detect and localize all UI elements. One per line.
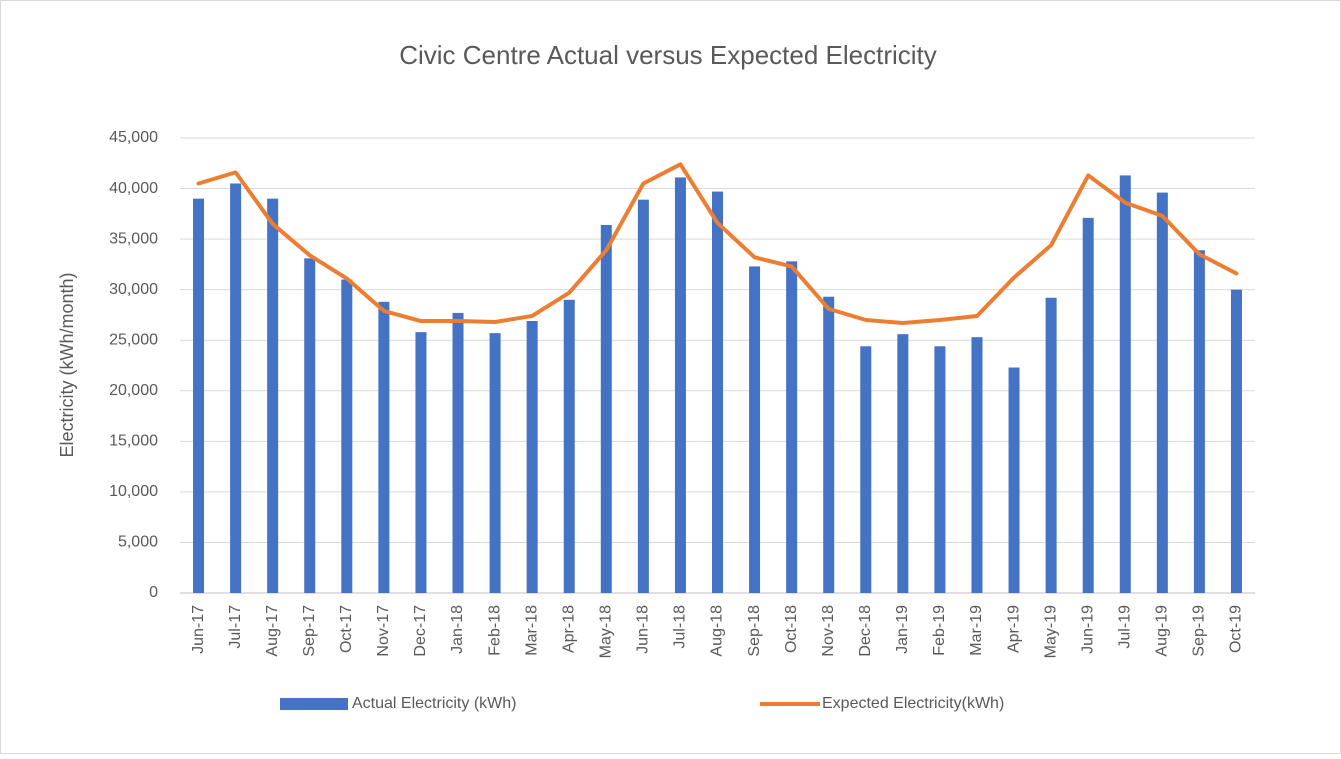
y-tick-label: 35,000 — [109, 230, 158, 247]
legend-swatch — [280, 698, 348, 710]
x-tick-label: Sep-17 — [301, 605, 318, 657]
bar — [304, 258, 316, 593]
y-tick-label: 15,000 — [109, 433, 158, 450]
x-tick-label: Mar-18 — [523, 605, 540, 656]
bar — [267, 198, 279, 593]
x-tick-label: Oct-18 — [783, 605, 800, 653]
x-tick-label: Jun-17 — [190, 605, 207, 654]
x-tick-label: Oct-19 — [1228, 605, 1245, 653]
x-tick-label: Oct-17 — [338, 605, 355, 653]
y-tick-label: 20,000 — [109, 382, 158, 399]
y-axis-label: Electricity (kWh/month) — [57, 272, 77, 457]
bar — [674, 177, 686, 593]
bar — [415, 332, 427, 593]
y-tick-label: 25,000 — [109, 331, 158, 348]
x-tick-label: Aug-17 — [264, 605, 281, 657]
line-series — [196, 162, 1239, 326]
chart-title: Civic Centre Actual versus Expected Elec… — [399, 40, 937, 70]
bar — [230, 183, 242, 593]
x-tick-label: Jul-19 — [1116, 605, 1133, 649]
x-tick-label: May-19 — [1042, 605, 1059, 658]
y-tick-label: 30,000 — [109, 281, 158, 298]
bar — [786, 261, 798, 593]
legend-label: Expected Electricity(kWh) — [822, 695, 1004, 712]
x-tick-label: Feb-19 — [931, 605, 948, 656]
bar — [823, 296, 835, 593]
bar — [1193, 250, 1205, 593]
bar — [1230, 289, 1242, 593]
y-tick-label: 0 — [149, 584, 158, 601]
bar — [897, 334, 909, 593]
x-tick-label: Mar-19 — [968, 605, 985, 656]
bar — [1082, 217, 1094, 593]
bar — [860, 346, 872, 593]
x-tick-label: Dec-17 — [412, 605, 429, 657]
x-tick-label: Apr-18 — [560, 605, 577, 653]
x-tick-label: Aug-18 — [709, 605, 726, 657]
bar — [1008, 367, 1020, 593]
x-tick-label: Dec-18 — [857, 605, 874, 657]
y-tick-label: 10,000 — [109, 483, 158, 500]
x-tick-label: Nov-17 — [375, 605, 392, 657]
x-tick-label: Jan-18 — [449, 605, 466, 654]
x-tick-label: Feb-18 — [486, 605, 503, 656]
x-tick-label: Sep-18 — [746, 605, 763, 657]
bar — [489, 333, 501, 593]
bar — [1119, 175, 1131, 593]
bar — [600, 224, 612, 593]
bar — [526, 321, 538, 593]
x-tick-label: Aug-19 — [1154, 605, 1171, 657]
x-tick-label: May-18 — [598, 605, 615, 658]
x-tick-label: Jan-19 — [894, 605, 911, 654]
y-tick-label: 5,000 — [118, 534, 158, 551]
bar — [341, 279, 353, 593]
x-tick-label: Jul-17 — [227, 605, 244, 649]
bar — [637, 199, 649, 593]
bar — [452, 312, 464, 593]
x-tick-label: Apr-19 — [1005, 605, 1022, 653]
legend-label: Actual Electricity (kWh) — [352, 695, 516, 712]
bar — [971, 337, 983, 593]
x-tick-label: Sep-19 — [1191, 605, 1208, 657]
bar — [749, 266, 761, 593]
bar — [1156, 192, 1168, 593]
bar — [934, 346, 946, 593]
bar — [193, 198, 205, 593]
y-tick-label: 45,000 — [109, 129, 158, 146]
x-tick-label: Jun-18 — [635, 605, 652, 654]
x-tick-label: Jul-18 — [672, 605, 689, 649]
bar — [378, 301, 390, 593]
bar — [712, 191, 723, 594]
x-tick-label: Jun-19 — [1079, 605, 1096, 654]
bar — [563, 299, 575, 593]
y-tick-label: 40,000 — [109, 180, 158, 197]
x-tick-label: Nov-18 — [820, 605, 837, 657]
bar — [1045, 297, 1057, 593]
